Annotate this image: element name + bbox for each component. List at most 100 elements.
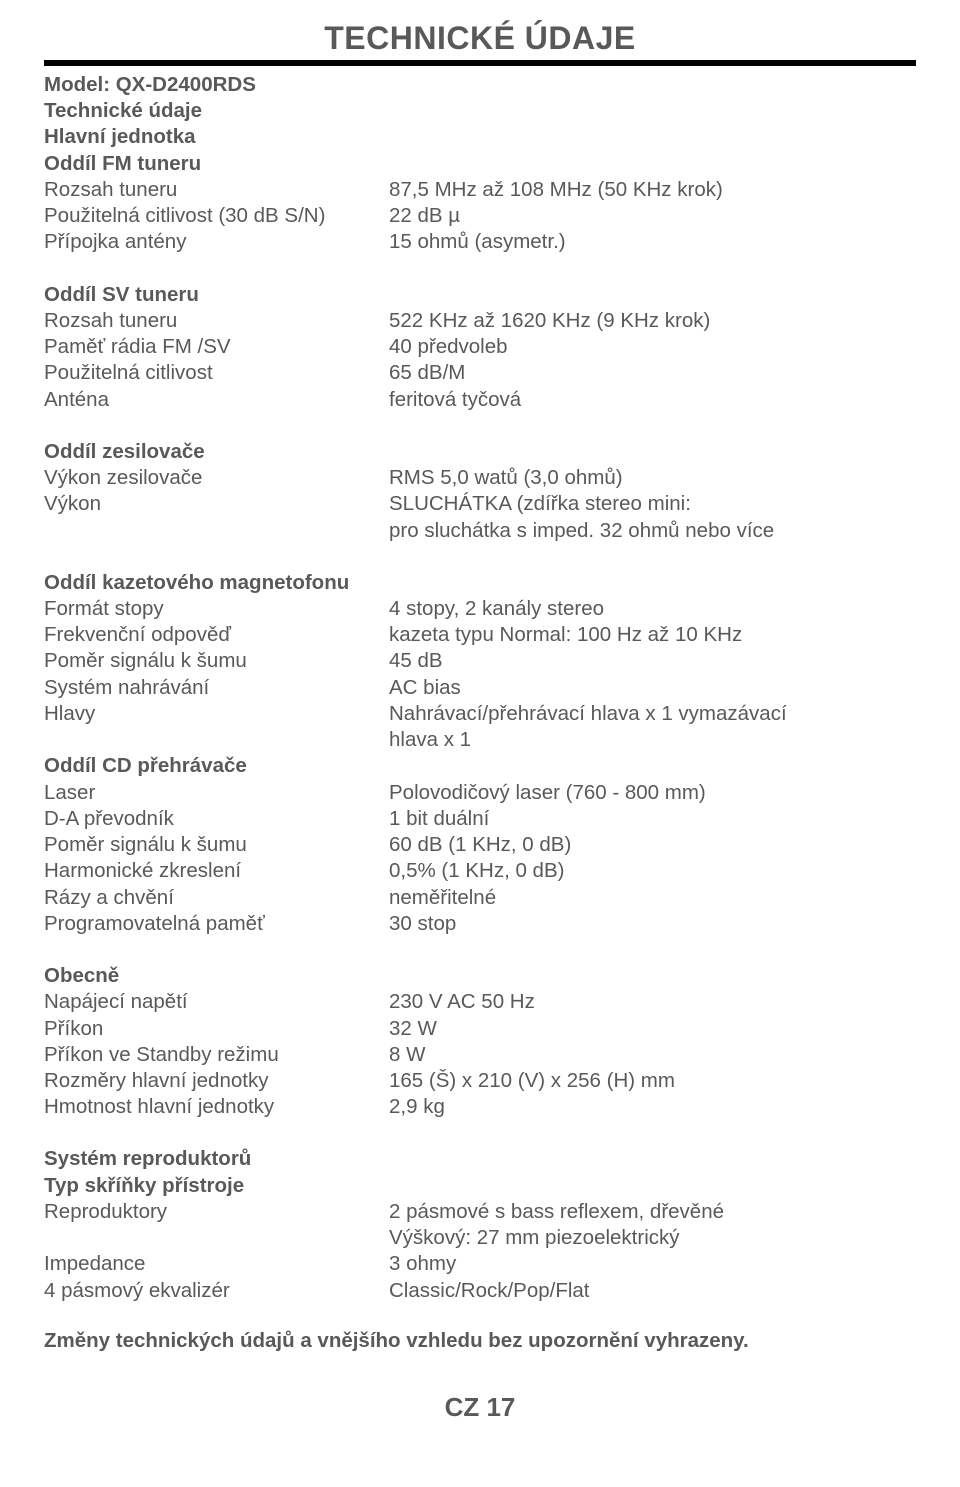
spec-label: Napájecí napětí xyxy=(44,989,389,1015)
spec-value: 522 KHz až 1620 KHz (9 KHz krok) xyxy=(389,308,916,334)
spk-section1: Systém reproduktorů xyxy=(44,1146,916,1172)
spec-value: 45 dB xyxy=(389,648,916,674)
spec-row: Harmonické zkreslení0,5% (1 KHz, 0 dB) xyxy=(44,858,916,884)
spec-row: Použitelná citlivost65 dB/M xyxy=(44,360,916,386)
spec-row: Formát stopy4 stopy, 2 kanály stereo xyxy=(44,596,916,622)
spec-value: 87,5 MHz až 108 MHz (50 KHz krok) xyxy=(389,177,916,203)
spec-value: 3 ohmy xyxy=(389,1251,916,1277)
spec-value: 0,5% (1 KHz, 0 dB) xyxy=(389,858,916,884)
spec-row: VýkonSLUCHÁTKA (zdířka stereo mini: xyxy=(44,491,916,517)
unit-line: Hlavní jednotka xyxy=(44,124,916,150)
spec-label: Laser xyxy=(44,780,389,806)
spec-value: Polovodičový laser (760 - 800 mm) xyxy=(389,780,916,806)
spec-value: 65 dB/M xyxy=(389,360,916,386)
spec-label: Rozsah tuneru xyxy=(44,308,389,334)
spec-row: Výkon zesilovačeRMS 5,0 watů (3,0 ohmů) xyxy=(44,465,916,491)
sv-section: Oddíl SV tuneru xyxy=(44,282,916,308)
spec-label: D-A převodník xyxy=(44,806,389,832)
amp-section: Oddíl zesilovače xyxy=(44,439,916,465)
spec-value: 30 stop xyxy=(389,911,916,937)
spec-row: LaserPolovodičový laser (760 - 800 mm) xyxy=(44,780,916,806)
spec-label: Hmotnost hlavní jednotky xyxy=(44,1094,389,1120)
spec-label: Paměť rádia FM /SV xyxy=(44,334,389,360)
spec-value: 165 (Š) x 210 (V) x 256 (H) mm xyxy=(389,1068,916,1094)
spec-value: 40 předvoleb xyxy=(389,334,916,360)
spec-label: Anténa xyxy=(44,387,389,413)
page-number: CZ 17 xyxy=(44,1392,916,1423)
spec-label: Systém nahrávání xyxy=(44,675,389,701)
spec-value: 1 bit duální xyxy=(389,806,916,832)
spec-row: Příkon32 W xyxy=(44,1016,916,1042)
spec-value: 22 dB µ xyxy=(389,203,916,229)
spec-value: 32 W xyxy=(389,1016,916,1042)
spec-label: Výkon zesilovače xyxy=(44,465,389,491)
spec-label xyxy=(44,518,389,544)
spec-row: Anténaferitová tyčová xyxy=(44,387,916,413)
spec-value: Nahrávací/přehrávací hlava x 1 vymazávac… xyxy=(389,701,916,727)
spec-label: Rozsah tuneru xyxy=(44,177,389,203)
spec-row: HlavyNahrávací/přehrávací hlava x 1 vyma… xyxy=(44,701,916,727)
tape-section: Oddíl kazetového magnetofonu xyxy=(44,570,916,596)
spec-label: Výkon xyxy=(44,491,389,517)
spec-value: 2,9 kg xyxy=(389,1094,916,1120)
spec-label: Formát stopy xyxy=(44,596,389,622)
spec-value: 60 dB (1 KHz, 0 dB) xyxy=(389,832,916,858)
spec-row: Paměť rádia FM /SV40 předvoleb xyxy=(44,334,916,360)
spec-label: Poměr signálu k šumu xyxy=(44,832,389,858)
spec-value: neměřitelné xyxy=(389,885,916,911)
spec-row: Přípojka antény15 ohmů (asymetr.) xyxy=(44,229,916,255)
spec-row: 4 pásmový ekvalizérClassic/Rock/Pop/Flat xyxy=(44,1278,916,1304)
spec-label: Harmonické zkreslení xyxy=(44,858,389,884)
title-underline xyxy=(44,60,916,66)
tech-line: Technické údaje xyxy=(44,98,916,124)
spec-label: Poměr signálu k šumu xyxy=(44,648,389,674)
spec-label: Rázy a chvění xyxy=(44,885,389,911)
spec-content: Model: QX-D2400RDS Technické údaje Hlavn… xyxy=(44,72,916,1354)
spec-label: Rozměry hlavní jednotky xyxy=(44,1068,389,1094)
page-title: TECHNICKÉ ÚDAJE xyxy=(44,20,916,57)
spec-label: Frekvenční odpověď xyxy=(44,622,389,648)
spec-label: Impedance xyxy=(44,1251,389,1277)
spec-row: Hmotnost hlavní jednotky2,9 kg xyxy=(44,1094,916,1120)
model-line: Model: QX-D2400RDS xyxy=(44,72,916,98)
spec-value: 4 stopy, 2 kanály stereo xyxy=(389,596,916,622)
spec-value: 15 ohmů (asymetr.) xyxy=(389,229,916,255)
spec-value: RMS 5,0 watů (3,0 ohmů) xyxy=(389,465,916,491)
spec-row: D-A převodník1 bit duální xyxy=(44,806,916,832)
spec-value: 230 V AC 50 Hz xyxy=(389,989,916,1015)
spec-row: Frekvenční odpověďkazeta typu Normal: 10… xyxy=(44,622,916,648)
footnote: Změny technických údajů a vnějšího vzhle… xyxy=(44,1328,916,1354)
spec-label: Reproduktory xyxy=(44,1199,389,1225)
spec-value: Classic/Rock/Pop/Flat xyxy=(389,1278,916,1304)
spec-label: Programovatelná paměť xyxy=(44,911,389,937)
spec-row: Rozsah tuneru87,5 MHz až 108 MHz (50 KHz… xyxy=(44,177,916,203)
spec-row: Poměr signálu k šumu60 dB (1 KHz, 0 dB) xyxy=(44,832,916,858)
spec-row: pro sluchátka s imped. 32 ohmů nebo více xyxy=(44,518,916,544)
gen-section: Obecně xyxy=(44,963,916,989)
spec-label: 4 pásmový ekvalizér xyxy=(44,1278,389,1304)
title-bar: TECHNICKÉ ÚDAJE xyxy=(44,20,916,66)
spec-value: AC bias xyxy=(389,675,916,701)
spec-label: Příkon ve Standby režimu xyxy=(44,1042,389,1068)
spec-row: Výškový: 27 mm piezoelektrický xyxy=(44,1225,916,1251)
spec-label xyxy=(44,727,389,753)
spec-label xyxy=(44,1225,389,1251)
spec-value: 2 pásmové s bass reflexem, dřevěné xyxy=(389,1199,916,1225)
spec-label: Použitelná citlivost (30 dB S/N) xyxy=(44,203,389,229)
spec-value: Výškový: 27 mm piezoelektrický xyxy=(389,1225,916,1251)
spec-row: Příkon ve Standby režimu8 W xyxy=(44,1042,916,1068)
spec-row: Rázy a chvěníneměřitelné xyxy=(44,885,916,911)
spec-value: kazeta typu Normal: 100 Hz až 10 KHz xyxy=(389,622,916,648)
spec-row: hlava x 1 xyxy=(44,727,916,753)
spk-section2: Typ skříňky přístroje xyxy=(44,1173,916,1199)
spec-row: Systém nahráváníAC bias xyxy=(44,675,916,701)
spec-row: Programovatelná paměť30 stop xyxy=(44,911,916,937)
spec-row: Napájecí napětí230 V AC 50 Hz xyxy=(44,989,916,1015)
spec-row: Impedance3 ohmy xyxy=(44,1251,916,1277)
spec-label: Příkon xyxy=(44,1016,389,1042)
spec-label: Použitelná citlivost xyxy=(44,360,389,386)
spec-value: 8 W xyxy=(389,1042,916,1068)
spec-label: Přípojka antény xyxy=(44,229,389,255)
spec-row: Reproduktory2 pásmové s bass reflexem, d… xyxy=(44,1199,916,1225)
spec-value: feritová tyčová xyxy=(389,387,916,413)
